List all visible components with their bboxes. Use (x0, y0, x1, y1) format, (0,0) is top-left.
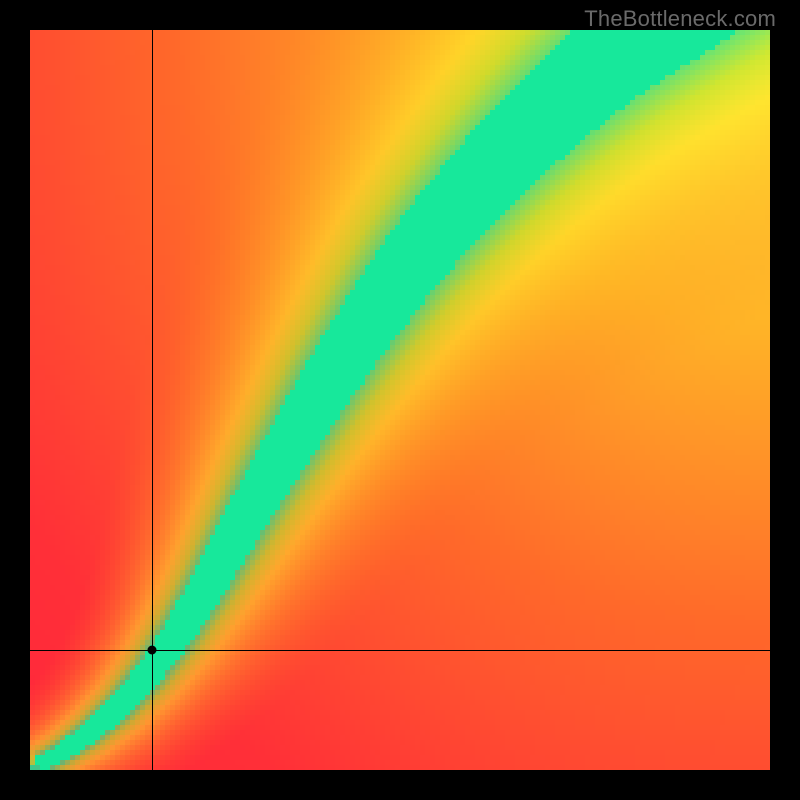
crosshair-vertical (152, 30, 153, 770)
crosshair-horizontal (30, 650, 770, 651)
crosshair-marker-dot (148, 646, 157, 655)
watermark-text: TheBottleneck.com (584, 6, 776, 32)
bottleneck-heatmap (30, 30, 770, 770)
